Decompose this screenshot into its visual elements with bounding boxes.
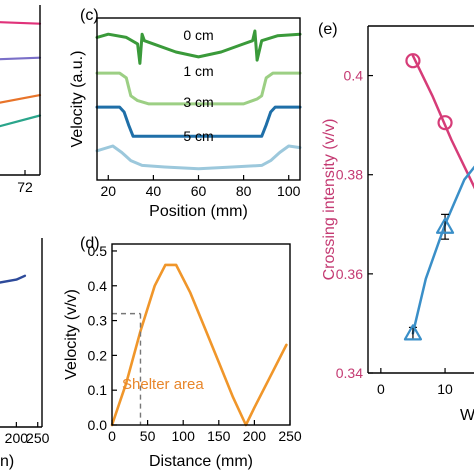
series-line-2 [95,105,302,138]
series-line-0 [95,29,302,65]
panel-label: (c) [80,7,99,24]
y-tick-label: 0.1 [88,382,108,398]
panel-label: (e) [318,21,338,38]
x-tick-label: 80 [236,183,252,199]
series-line-3 [95,144,302,171]
x-tick-label: 250 [26,430,50,446]
x-tick-label: 60 [191,183,207,199]
panel-c: 0 cm 1 cm 3 cm 5 cm 20 40 60 80 100 Position (mm)… [69,7,302,220]
y-tick-label: 0.36 [336,266,363,282]
x-tick-label: 250 [278,428,302,444]
data-point [405,53,421,69]
x-tick-label: 72 [17,179,33,195]
panel-left-top: 72 [0,5,42,195]
panel-e: 0.34 0.36 0.38 0.4 0 10 W Crossing intensity (v… [318,21,474,424]
fit-line-1 [411,165,474,335]
series-line-0 [0,274,27,284]
x-tick-label: 200 [243,428,267,444]
series-line-3 [0,114,42,128]
x-axis-label: Position (mm) [149,203,248,220]
fit-line-0 [411,54,474,190]
series-label: 0 cm [183,27,213,43]
x-axis-label-fragment: n) [0,453,14,470]
series-line-2 [0,93,42,104]
panel-d: Shelter area 0.0 0.1 0.2 0.3 0.4 0.5 0 50 100 150 2… [63,235,302,470]
y-axis-label: Velocity (a.u.) [69,51,86,148]
x-tick-label: 0 [377,381,385,397]
panel-label: (d) [80,235,100,252]
series-line-1 [0,56,42,61]
x-axis-label: W [460,407,474,424]
data-point [435,217,455,234]
series-label: 3 cm [183,94,213,110]
x-tick-label: 0 [108,428,116,444]
y-tick-label: 0.0 [88,417,108,433]
x-tick-label: 10 [437,381,453,397]
series-line-1 [95,71,302,106]
series-label: 5 cm [183,128,213,144]
x-tick-label: 200 [5,430,29,446]
y-tick-label: 0.4 [344,68,364,84]
data-point [403,324,423,341]
y-axis-label: Velocity (v/v) [63,289,80,380]
series-label: 1 cm [183,63,213,79]
y-tick-label: 0.4 [88,278,108,294]
y-axis-label: Crossing intensity (v/v) [321,119,338,281]
x-tick-label: 100 [277,183,301,199]
data-point [437,115,453,131]
plot-frame [111,243,291,426]
y-tick-label: 0.34 [336,365,363,381]
y-tick-label: 0.3 [88,313,108,329]
series-line-0 [110,263,288,427]
x-tick-label: 50 [140,428,156,444]
x-axis-label: Distance (mm) [149,453,253,470]
x-tick-label: 40 [146,183,162,199]
y-tick-label: 0.38 [336,167,363,183]
annotation-shelter-area: Shelter area [122,376,204,393]
y-tick-label: 0.5 [88,243,108,259]
y-tick-label: 0.2 [88,347,108,363]
x-tick-label: 20 [100,183,116,199]
series-line-0 [0,21,42,25]
x-tick-label: 100 [172,428,196,444]
x-tick-label: 150 [207,428,231,444]
